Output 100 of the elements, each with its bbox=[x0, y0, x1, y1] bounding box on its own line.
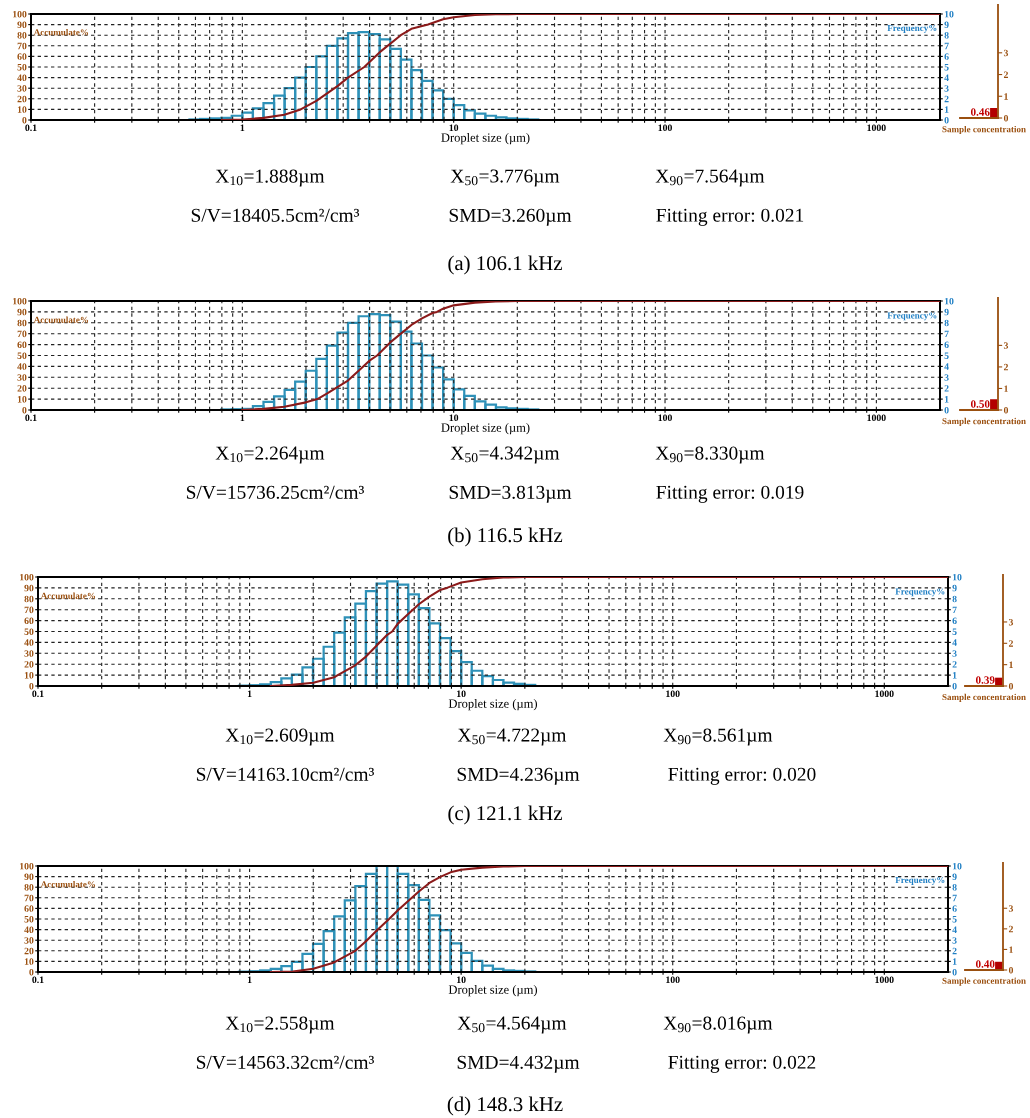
x-tick-label: 10 bbox=[457, 690, 466, 698]
y-tick-label: 60 bbox=[24, 905, 34, 912]
y2-tick-label: 9 bbox=[944, 308, 949, 316]
y-tick-label: 20 bbox=[24, 661, 34, 668]
y2-tick-label: 4 bbox=[952, 926, 957, 933]
y-tick-label: 3 bbox=[1003, 342, 1009, 349]
y2-tick-label: 10 bbox=[952, 862, 962, 870]
y-tick-label: 100 bbox=[13, 297, 27, 305]
y-axis-title: Accumulate% bbox=[33, 316, 89, 323]
y2-tick-label: 3 bbox=[944, 85, 949, 92]
y2-tick-label: 8 bbox=[952, 884, 957, 891]
y2-tick-label: 2 bbox=[952, 947, 957, 955]
y2-tick-label: 0 bbox=[952, 682, 957, 690]
y-axis-title: Accumulate% bbox=[33, 28, 89, 36]
y-tick-label: 80 bbox=[17, 32, 27, 39]
y-tick-label: 0 bbox=[1003, 406, 1009, 414]
y-tick-label: 90 bbox=[24, 584, 34, 592]
text: X$_{10}$=2.558µm bbox=[225, 1016, 335, 1034]
y-tick-label: 0 bbox=[22, 116, 27, 124]
y-tick-label: 1 bbox=[1004, 385, 1008, 392]
text: X$_{90}$=8.016µm bbox=[663, 1016, 773, 1034]
x-tick-label: 0.1 bbox=[32, 976, 44, 984]
y-tick-label: 100 bbox=[20, 573, 34, 581]
y-tick-label: 0 bbox=[1008, 682, 1014, 690]
x-tick-label: 0.1 bbox=[25, 414, 37, 422]
y2-tick-label: 10 bbox=[944, 297, 954, 305]
y-tick-label: 30 bbox=[24, 650, 34, 657]
x-tick-label: 10 bbox=[449, 414, 459, 422]
y-tick-label: 0 bbox=[1003, 114, 1009, 122]
y-tick-label: 50 bbox=[24, 628, 34, 635]
y-tick-label: 3 bbox=[1003, 49, 1009, 57]
text: Fitting error: 0.021 bbox=[656, 208, 804, 226]
y-tick-label: 10 bbox=[24, 672, 34, 679]
y-tick-label: 60 bbox=[24, 617, 34, 625]
x-axis-title: Sample concentration bbox=[942, 125, 1026, 135]
y-tick-label: 1 bbox=[1009, 661, 1013, 669]
y-axis-title: Accumulate% bbox=[40, 592, 96, 599]
y2-tick-label: 9 bbox=[952, 584, 957, 592]
x-tick-label: 1000 bbox=[867, 414, 886, 422]
y-tick-label: 2 bbox=[1008, 640, 1013, 647]
text: (d) 148.3 kHz bbox=[447, 1096, 563, 1116]
x-axis-title: Droplet size (µm) bbox=[448, 698, 538, 711]
y-tick-label: 0 bbox=[22, 406, 27, 414]
x-axis-title: Droplet size (µm) bbox=[441, 422, 530, 435]
text: X$_{50}$=4.564µm bbox=[457, 1016, 567, 1034]
x-axis-title: Droplet size (µm) bbox=[448, 984, 538, 997]
y2-tick-label: 2 bbox=[944, 95, 949, 103]
y2-tick-label: 9 bbox=[944, 21, 949, 29]
data-label: 0.40 bbox=[975, 960, 995, 968]
y-tick-label: 20 bbox=[17, 385, 27, 392]
data-label: 0.46 bbox=[970, 108, 990, 116]
y2-tick-label: 8 bbox=[944, 319, 949, 327]
y-tick-label: 0 bbox=[29, 968, 34, 976]
y-tick-label: 70 bbox=[17, 42, 27, 50]
text: X$_{10}$=1.888µm bbox=[215, 169, 325, 187]
x-tick-label: 100 bbox=[658, 414, 672, 422]
text: SMD=4.236µm bbox=[457, 767, 580, 785]
x-tick-label: 100 bbox=[666, 976, 680, 984]
y-tick-label: 50 bbox=[24, 915, 34, 923]
y2-axis-title: Frequency% bbox=[895, 876, 945, 885]
x-axis-title: Sample concentration bbox=[942, 417, 1026, 427]
y2-tick-label: 7 bbox=[944, 42, 949, 50]
y2-tick-label: 1 bbox=[952, 672, 957, 679]
y-tick-label: 40 bbox=[24, 926, 34, 934]
y2-tick-label: 4 bbox=[944, 74, 949, 81]
text: X$_{90}$=8.561µm bbox=[663, 728, 773, 746]
text: S/V=18405.5cm²/cm³ bbox=[191, 208, 360, 222]
y-tick-label: 1 bbox=[1009, 946, 1013, 953]
y2-tick-label: 8 bbox=[952, 595, 957, 603]
y-tick-label: 3 bbox=[1008, 905, 1014, 912]
text: Fitting error: 0.022 bbox=[668, 1055, 816, 1073]
y2-tick-label: 1 bbox=[944, 396, 949, 403]
y-tick-label: 80 bbox=[17, 319, 27, 327]
text: SMD=3.813µm bbox=[449, 485, 572, 503]
y2-tick-label: 4 bbox=[952, 639, 957, 646]
text: X$_{50}$=4.722µm bbox=[457, 728, 567, 746]
text: S/V=15736.25cm²/cm³ bbox=[186, 485, 364, 499]
text: SMD=3.260µm bbox=[449, 208, 572, 226]
y2-tick-label: 2 bbox=[952, 661, 957, 668]
y2-tick-label: 3 bbox=[944, 374, 949, 381]
y2-tick-label: 9 bbox=[952, 873, 957, 881]
y2-tick-label: 6 bbox=[944, 341, 949, 349]
y-tick-label: 60 bbox=[17, 53, 27, 60]
x-axis-title: Sample concentration bbox=[942, 977, 1026, 986]
text: (c) 121.1 kHz bbox=[448, 805, 562, 825]
y-tick-label: 1 bbox=[1004, 93, 1008, 100]
y2-tick-label: 10 bbox=[944, 10, 954, 18]
y-tick-label: 30 bbox=[17, 374, 27, 381]
y-tick-label: 40 bbox=[24, 639, 34, 646]
y2-tick-label: 0 bbox=[944, 406, 949, 414]
y2-tick-label: 1 bbox=[952, 958, 957, 965]
y-tick-label: 70 bbox=[24, 606, 34, 614]
x-tick-label: 1 bbox=[247, 976, 252, 983]
y2-tick-label: 2 bbox=[944, 385, 949, 392]
y2-tick-label: 7 bbox=[952, 606, 957, 614]
y-tick-label: 10 bbox=[17, 106, 27, 113]
y2-tick-label: 10 bbox=[952, 573, 962, 581]
y-tick-label: 40 bbox=[17, 363, 27, 370]
x-tick-label: 10 bbox=[457, 976, 466, 984]
y-tick-label: 0 bbox=[1008, 966, 1014, 974]
